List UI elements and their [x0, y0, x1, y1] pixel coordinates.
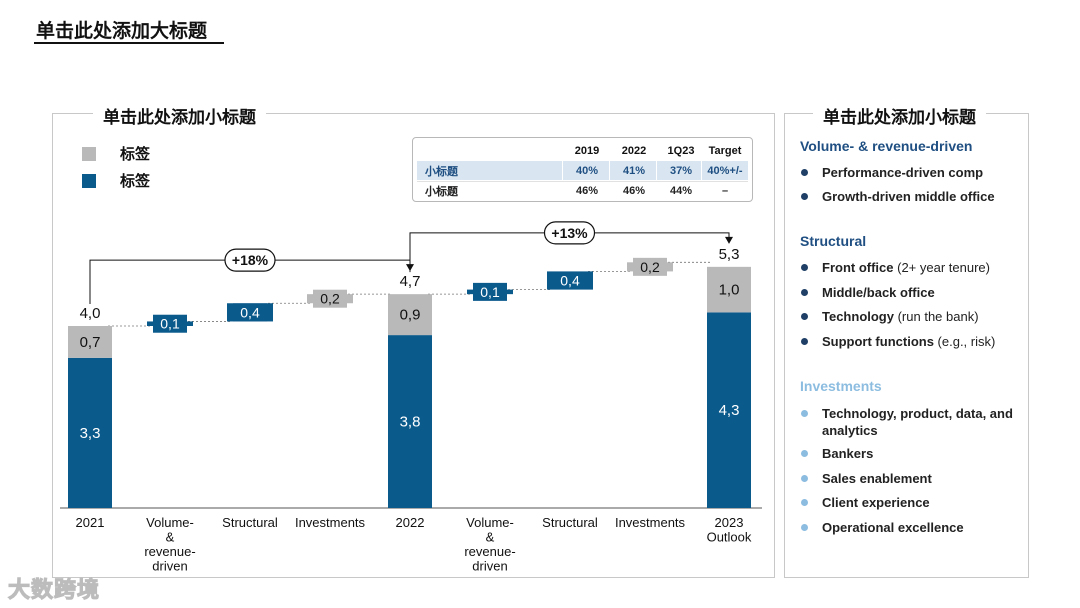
bullet-bold-text: Technology [822, 309, 894, 324]
drivers-bullet-item: Front office (2+ year tenure) [822, 259, 1022, 276]
bullet-bold-text: Bankers [822, 446, 874, 461]
watermark-logo: 大数跨境 [7, 577, 101, 603]
bullet-bold-text: Support functions [822, 334, 934, 349]
drivers-bullet-item: Growth-driven middle office [822, 188, 1022, 205]
bullet-dot-icon [801, 289, 808, 296]
ratio-cell: – [721, 185, 729, 197]
bullet-dot-icon [801, 169, 808, 176]
ratio-separator [701, 161, 702, 180]
ratio-cell: 40% [575, 164, 599, 177]
ratio-cell: 40%+/- [707, 164, 743, 177]
drivers-bullet-item: Operational excellence [822, 519, 1022, 536]
bullet-dot-icon [801, 410, 808, 417]
drivers-bullet-item: Middle/back office [822, 284, 1022, 301]
ratio-row-label: 小标题 [425, 165, 458, 178]
ratio-table-row: 小标题 46% 46% 44% – [417, 181, 748, 200]
bullet-dot-icon [801, 499, 808, 506]
bullet-bold-text: Growth-driven middle office [822, 189, 995, 204]
bullet-bold-text: Performance-driven comp [822, 165, 984, 180]
ratio-separator [609, 161, 610, 180]
drivers-section-title: Structural [800, 233, 867, 249]
ratio-row-label: 小标题 [425, 186, 458, 198]
ratio-cell: 41% [622, 164, 646, 177]
drivers-bullet-item: Performance-driven comp [822, 164, 1022, 181]
bullet-detail-text: (2+ year tenure) [893, 260, 990, 275]
drivers-bullet-item: Technology (run the bank) [822, 308, 1022, 325]
bullet-dot-icon [801, 524, 808, 531]
bullet-dot-icon [801, 450, 808, 457]
bullet-dot-icon [801, 338, 808, 345]
ratio-cell: 46% [575, 185, 599, 197]
bullet-bold-text: Technology, product, data, and analytics [822, 406, 1013, 438]
ratio-header-cell: 2022 [621, 144, 647, 157]
legend-item-blue: 标签 [82, 167, 150, 194]
bullet-detail-text: (run the bank) [893, 309, 979, 324]
ratio-header-cell: Target [708, 144, 742, 157]
drivers-bullet-item: Technology, product, data, and analytics [822, 405, 1022, 439]
drivers-bullet-item: Bankers [822, 445, 1022, 462]
drivers-bullet-item: Sales enablement [822, 470, 1022, 487]
drivers-section-title: Volume- & revenue-driven [800, 138, 973, 154]
drivers-bullet-item: Support functions (e.g., risk) [822, 333, 1022, 350]
legend-swatch-gray [82, 146, 96, 161]
drivers-bullet-item: Client experience [822, 494, 1022, 511]
bullet-bold-text: Middle/back office [822, 285, 935, 300]
ratio-table: 2019 2022 1Q23 Target 小标题 40% 41% 37% 40… [412, 137, 753, 202]
ratio-table-header: 2019 2022 1Q23 Target [417, 141, 748, 160]
bullet-dot-icon [801, 313, 808, 320]
drivers-section-title: Investments [800, 378, 882, 394]
bullet-dot-icon [801, 193, 808, 200]
ratio-header-cell: 1Q23 [667, 144, 695, 157]
title-underline [34, 42, 224, 44]
ratio-separator [656, 161, 657, 180]
ratio-table-row: 小标题 40% 41% 37% 40%+/- [417, 161, 748, 180]
ratio-separator [562, 161, 563, 180]
chart-panel: 单击此处添加小标题 [52, 103, 775, 578]
bullet-detail-text: (e.g., risk) [933, 334, 996, 349]
page-title: 单击此处添加大标题 [36, 21, 208, 42]
ratio-cell: 44% [669, 185, 693, 197]
bullet-bold-text: Operational excellence [822, 520, 964, 535]
bullet-bold-text: Front office [822, 260, 894, 275]
legend-label: 标签 [120, 146, 151, 163]
ratio-cell: 46% [622, 185, 646, 197]
drivers-panel-title: 单击此处添加小标题 [813, 103, 986, 128]
bullet-dot-icon [801, 264, 808, 271]
ratio-header-cell: 2019 [574, 144, 600, 157]
bullet-bold-text: Sales enablement [822, 471, 932, 486]
ratio-cell: 37% [669, 164, 693, 177]
drivers-panel: 单击此处添加小标题 [784, 103, 1029, 578]
legend-swatch-blue [82, 173, 96, 188]
legend-label: 标签 [120, 173, 151, 190]
bullet-bold-text: Client experience [822, 495, 930, 510]
chart-panel-title: 单击此处添加小标题 [93, 103, 266, 128]
legend-item-gray: 标签 [82, 140, 150, 167]
chart-legend: 标签 标签 [82, 140, 150, 194]
bullet-dot-icon [801, 475, 808, 482]
